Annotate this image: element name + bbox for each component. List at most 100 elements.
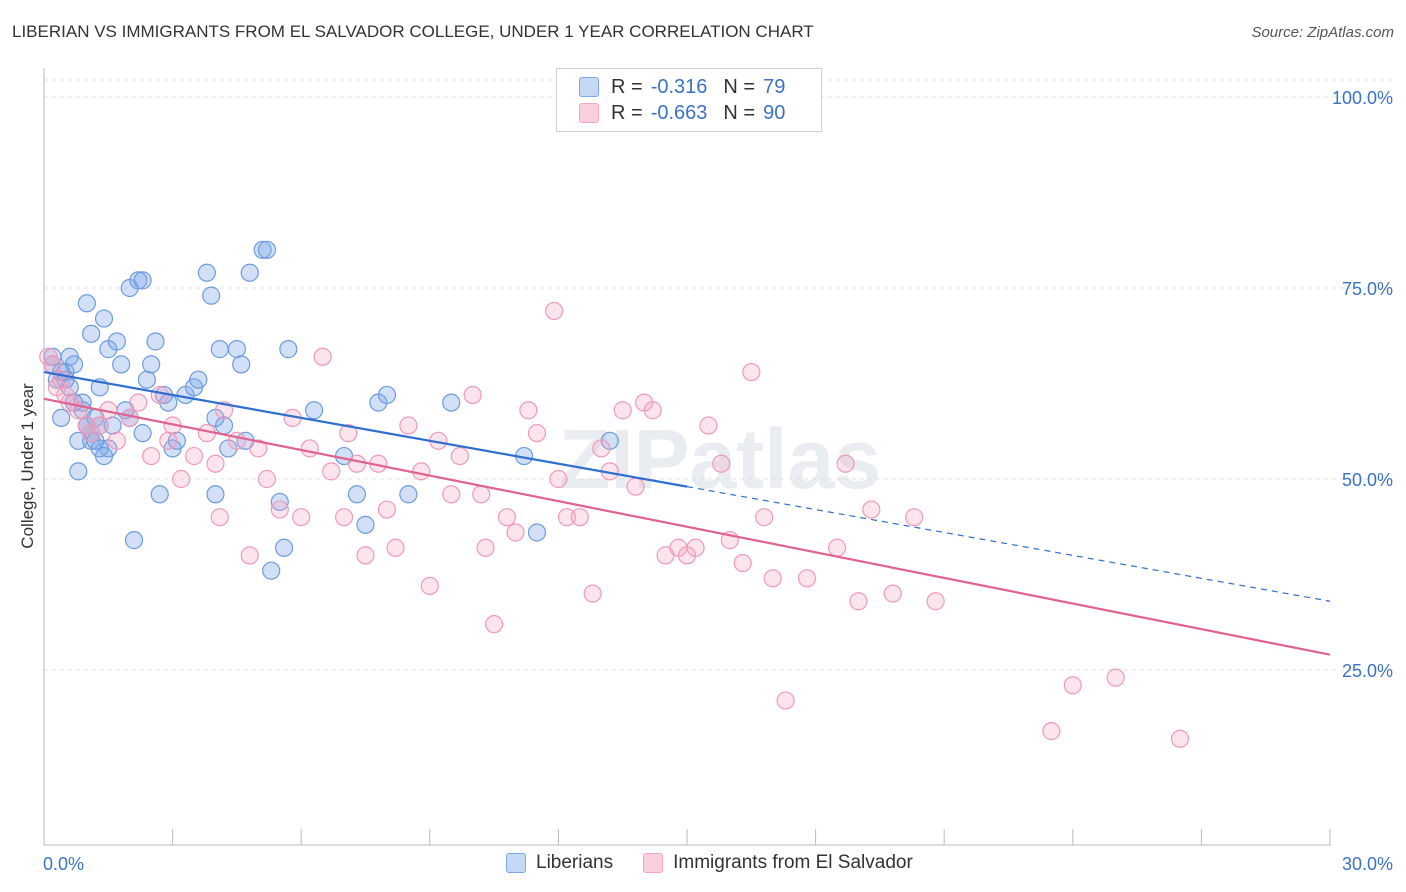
y-tick-label: 25.0% — [1342, 661, 1393, 681]
el-salvador-point — [172, 469, 191, 489]
el-salvador-point — [90, 416, 109, 435]
liberians-point — [257, 240, 277, 259]
legend-r-label: R = — [611, 75, 643, 98]
el-salvador-point — [270, 500, 289, 519]
x-tick-label-start: 0.0% — [43, 854, 84, 874]
el-salvador-point — [43, 355, 62, 374]
el-salvador-point — [412, 462, 431, 481]
el-salvador-point — [472, 485, 491, 504]
el-salvador-point — [485, 615, 504, 634]
el-salvador-point — [450, 446, 469, 466]
liberians-point — [202, 286, 221, 305]
el-salvador-point — [210, 508, 229, 527]
liberians-point — [197, 263, 216, 282]
el-salvador-point — [849, 592, 868, 611]
el-salvador-point — [150, 385, 169, 405]
bottom-legend: Liberians Immigrants from El Salvador — [506, 852, 943, 874]
liberians-point — [94, 446, 114, 466]
liberians-point — [112, 355, 131, 374]
el-salvador-point — [686, 538, 705, 557]
el-salvador-point — [797, 569, 817, 588]
liberians-point — [356, 515, 375, 534]
el-salvador-point — [626, 477, 645, 496]
source-label: Source: ZipAtlas.com — [1251, 24, 1394, 41]
liberians-point — [240, 263, 259, 282]
y-axis-label: College, Under 1 year — [18, 383, 37, 549]
liberians-point — [377, 385, 397, 405]
el-salvador-point — [107, 431, 126, 450]
legend-r-value: -0.663 — [650, 101, 708, 124]
points-layer — [39, 240, 1190, 748]
liberians-point — [274, 538, 294, 557]
liberians-point — [270, 492, 289, 512]
legend: R = -0.316 N = 79 R = -0.663 N = 90 — [556, 68, 822, 132]
el-salvador-point — [733, 553, 752, 573]
liberians-point — [442, 393, 461, 412]
chart-title: LIBERIAN VS IMMIGRANTS FROM EL SALVADOR … — [12, 22, 814, 41]
el-salvador-point — [519, 401, 538, 420]
el-salvador-point — [742, 362, 761, 382]
el-salvador-point — [420, 576, 439, 596]
legend-n-value: 79 — [763, 75, 786, 98]
el-salvador-point — [356, 546, 375, 565]
el-salvador-point — [386, 538, 405, 557]
el-salvador-point — [699, 416, 718, 435]
el-salvador-point — [476, 538, 495, 557]
el-salvador-point — [883, 584, 902, 603]
el-salvador-point — [463, 385, 482, 405]
bottom-legend-liberians: Liberians — [506, 852, 613, 874]
el-salvador-point — [159, 431, 178, 450]
liberians-point — [262, 561, 281, 580]
el-salvador-point — [926, 592, 945, 611]
liberians-point — [137, 370, 156, 389]
liberians-point — [107, 332, 126, 351]
legend-n-label: N = — [723, 75, 756, 98]
liberians-point — [399, 485, 418, 504]
liberians-point — [142, 355, 161, 374]
liberians-point — [133, 424, 152, 443]
el-salvador-point — [399, 416, 418, 435]
liberians-point — [69, 462, 88, 481]
liberians-point — [129, 271, 148, 290]
liberians-point — [527, 523, 547, 542]
el-salvador-point — [506, 523, 525, 542]
el-salvador-point — [322, 462, 341, 481]
grid-layer — [44, 79, 1392, 671]
liberians-point — [214, 416, 234, 435]
liberians-point — [124, 531, 144, 550]
liberians-point — [189, 370, 208, 389]
trend-layer — [43, 370, 1331, 656]
liberians-point — [82, 324, 101, 343]
el-salvador-point — [549, 469, 568, 489]
watermark: ZIPatlas — [559, 412, 881, 506]
el-salvador-trend-line — [43, 397, 1331, 656]
el-salvador-point — [545, 301, 564, 321]
legend-n-label: N = — [723, 101, 756, 124]
y-tick-label: 75.0% — [1342, 279, 1393, 299]
bottom-legend-swatch-pink — [643, 853, 664, 873]
el-salvador-point — [339, 424, 358, 443]
el-salvador-point — [313, 347, 332, 366]
el-salvador-point — [292, 508, 311, 527]
el-salvador-point — [249, 439, 268, 458]
el-salvador-point — [227, 431, 246, 450]
el-salvador-point — [1063, 676, 1082, 695]
el-salvador-point — [142, 446, 161, 466]
el-salvador-point — [583, 584, 602, 603]
liberians-trend-line — [43, 370, 688, 488]
el-salvador-point — [377, 500, 397, 519]
el-salvador-point — [592, 439, 611, 458]
el-salvador-point — [442, 485, 461, 504]
liberians-point — [206, 485, 225, 504]
el-salvador-point — [862, 500, 881, 519]
el-salvador-point — [257, 469, 277, 489]
el-salvador-point — [300, 439, 319, 458]
el-salvador-point — [1106, 668, 1125, 687]
el-salvador-point — [712, 454, 731, 473]
el-salvador-point — [184, 446, 204, 466]
el-salvador-point — [206, 454, 225, 473]
legend-row-liberians: R = -0.316 N = 79 — [579, 74, 785, 100]
axis-layer: 25.0% 50.0% 75.0% 100.0% — [43, 68, 1393, 846]
el-salvador-point — [827, 538, 847, 557]
